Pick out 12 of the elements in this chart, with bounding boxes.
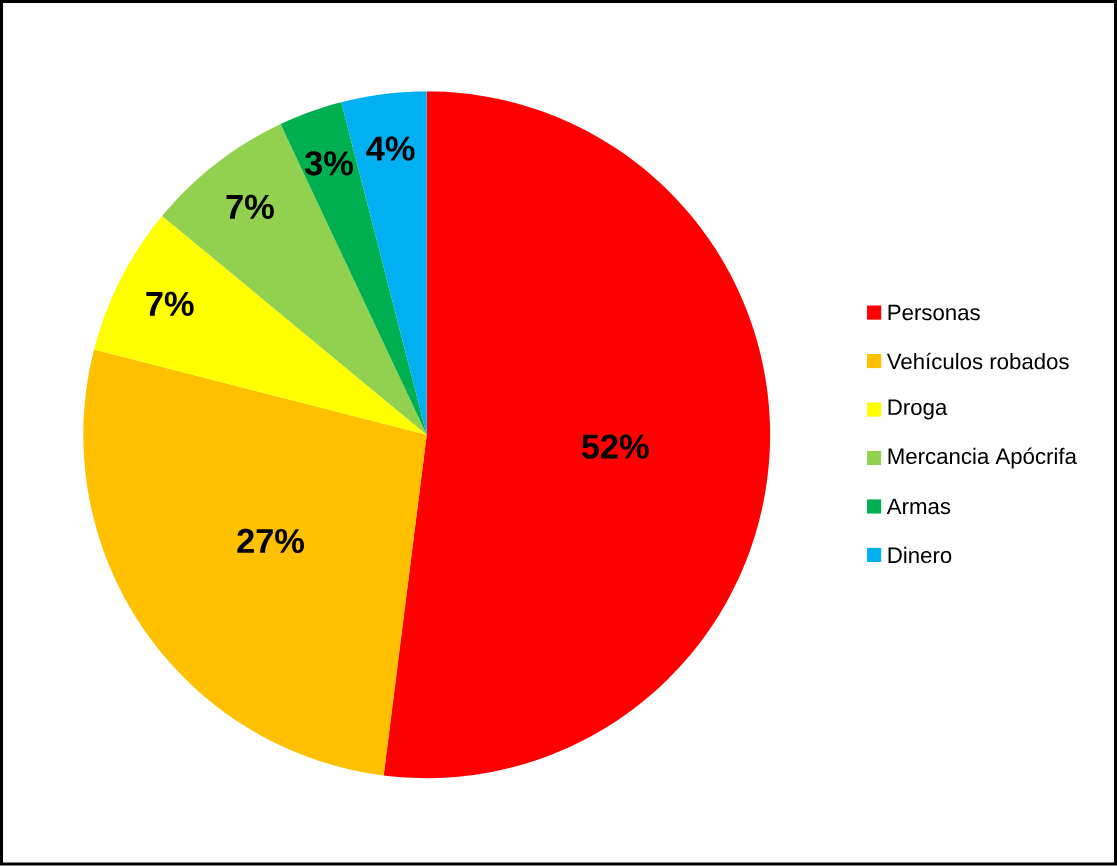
data-label: 7% (146, 291, 194, 317)
legend-label: Armas (886, 498, 951, 515)
legend-label: Vehículos robados (886, 352, 1069, 370)
legend-label: Personas (888, 305, 980, 321)
legend-label: Dinero (888, 547, 952, 564)
data-label: 3% (304, 151, 353, 176)
legend-label: Droga (888, 399, 948, 420)
data-label: 27% (237, 529, 304, 554)
data-label: 52% (581, 434, 649, 460)
data-label: 7% (226, 195, 274, 220)
data-label: 4% (366, 136, 415, 161)
legend-label: Mercancia Apócrifa (888, 447, 1077, 469)
